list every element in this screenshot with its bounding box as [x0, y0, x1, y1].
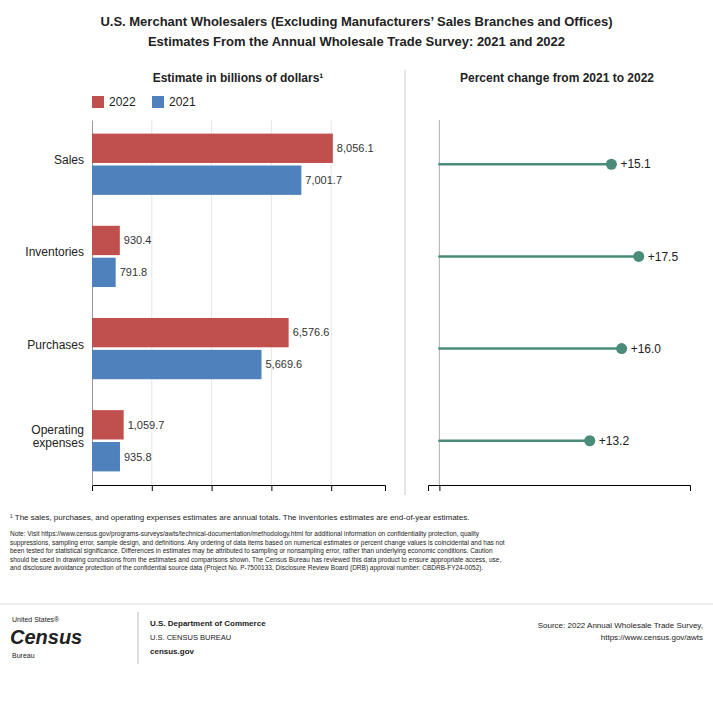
y-tick-label: Purchases — [27, 338, 84, 352]
x-tick-mark — [331, 485, 332, 491]
x-axis — [429, 485, 691, 491]
bar — [92, 318, 289, 347]
lollipop-dot — [633, 251, 644, 262]
grid-line — [439, 120, 440, 485]
lollipop-stem — [439, 255, 638, 258]
data-label: +15.1 — [620, 157, 651, 171]
data-label: 1,059.7 — [128, 419, 165, 431]
bar — [92, 350, 262, 379]
data-label: +17.5 — [648, 250, 679, 264]
data-label: 930.4 — [124, 234, 152, 246]
data-label: 791.8 — [120, 266, 148, 278]
x-tick — [331, 485, 332, 491]
x-tick — [271, 485, 272, 491]
data-label: +13.2 — [599, 434, 630, 448]
y-tick: Operatingexpenses — [31, 423, 84, 450]
annotation: Census — [10, 626, 82, 648]
x-axis-line — [93, 486, 386, 492]
x-tick-mark — [212, 485, 213, 491]
data-label: +16.0 — [631, 342, 662, 356]
annotation: U.S. Department of Commerce — [150, 619, 266, 628]
panel-title: Percent change from 2021 to 2022 — [460, 71, 654, 85]
data-label: 935.8 — [124, 451, 152, 463]
panel-divider — [405, 70, 406, 495]
annotation: Note: Visit https://www.census.gov/progr… — [10, 530, 505, 572]
legend-label: 2022 — [109, 95, 136, 109]
legend: 2022 2021 — [92, 95, 196, 109]
annotation: ¹ The sales, purchases, and operating ex… — [10, 513, 470, 522]
data-label: 5,669.6 — [266, 358, 303, 370]
footer-rule — [0, 604, 713, 605]
panel-title: Estimate in billions of dollars¹ — [153, 71, 324, 85]
y-tick-label: Inventories — [25, 245, 84, 259]
title: U.S. Merchant Wholesalers (Excluding Man… — [100, 14, 612, 29]
y-tick: Purchases — [27, 338, 84, 352]
bar — [92, 258, 116, 287]
lollipop-dot — [616, 343, 627, 354]
data-label: 6,576.6 — [293, 326, 330, 338]
legend-item: 2022 — [92, 95, 136, 109]
data-labels: +15.1 +17.5 +16.0 +13.2 — [599, 157, 679, 448]
x-tick — [212, 485, 213, 491]
lollipop-stem — [439, 163, 611, 166]
bar — [92, 442, 120, 471]
bar — [92, 226, 120, 255]
lollipop-dot — [606, 159, 617, 170]
data-label: 7,001.7 — [305, 174, 342, 186]
x-tick-mark — [152, 485, 153, 491]
annotation: census.gov — [150, 647, 195, 656]
lollipops — [439, 159, 644, 447]
legend-label: 2021 — [169, 95, 196, 109]
bar — [92, 166, 301, 195]
x-tick — [439, 485, 440, 491]
x-tick-mark — [271, 485, 272, 491]
lollipop-dot — [584, 435, 595, 446]
annotation: United States® — [12, 616, 60, 623]
x-tick — [152, 485, 153, 491]
bars — [92, 134, 333, 472]
subtitle: Estimates From the Annual Wholesale Trad… — [148, 34, 565, 49]
annotation: U.S. CENSUS BUREAU — [150, 633, 231, 642]
data-labels: 8,056.1 930.4 6,576.6 1,059.7 7,001.7 791.8 5,… — [120, 142, 374, 462]
legend-swatch — [152, 96, 164, 108]
y-tick-label: Sales — [54, 153, 84, 167]
x-axis — [93, 485, 386, 491]
chart: U.S. Merchant Wholesalers (Excluding Man… — [0, 0, 713, 720]
lollipop-stem — [439, 440, 589, 443]
annotation: Bureau — [12, 652, 35, 659]
x-axis-line — [429, 486, 691, 492]
y-tick-label: Operatingexpenses — [31, 423, 84, 450]
y-tick: Sales — [54, 153, 84, 167]
y-tick: Inventories — [25, 245, 84, 259]
x-tick-mark — [439, 485, 440, 491]
legend-swatch — [92, 96, 104, 108]
footer-separator — [138, 612, 139, 664]
annotation: Source: 2022 Annual Wholesale Trade Surv… — [538, 621, 703, 642]
y-axis: Sales Inventories Purchases Operatingexpens… — [25, 121, 92, 486]
grid — [439, 120, 440, 485]
data-label: 8,056.1 — [337, 142, 374, 154]
bar — [92, 134, 333, 163]
legend-item: 2021 — [152, 95, 196, 109]
bar — [92, 410, 124, 439]
lollipop-stem — [439, 347, 621, 350]
